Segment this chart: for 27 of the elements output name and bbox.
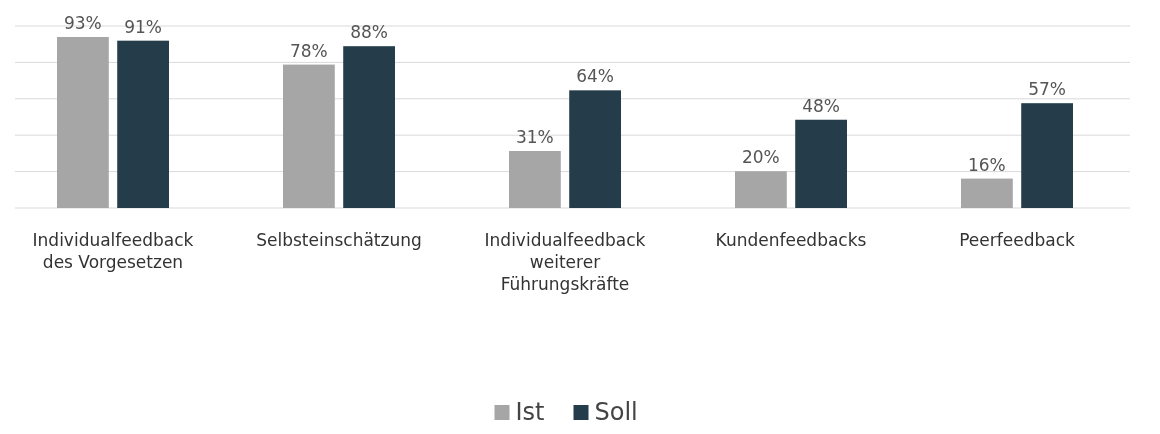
bar — [569, 90, 621, 208]
bar — [735, 171, 787, 208]
x-tick-label: Individualfeedback weiterer Führungskräfte — [484, 230, 646, 294]
data-label: 78% — [289, 40, 328, 61]
bar — [961, 178, 1013, 208]
x-tick-label: Selbsteinschätzung — [256, 230, 422, 250]
x-tick-label: Peerfeedback — [959, 230, 1075, 250]
x-tick-label: Kundenfeedbacks — [715, 230, 867, 250]
data-label: 93% — [63, 13, 102, 33]
bar — [283, 64, 335, 208]
bar — [57, 37, 109, 208]
data-label: 16% — [967, 154, 1006, 175]
bar — [117, 40, 169, 208]
bar — [795, 119, 847, 208]
data-label: 64% — [576, 66, 615, 87]
bar — [1021, 103, 1073, 208]
data-label: 20% — [741, 147, 780, 168]
x-tick-label: Individualfeedback des Vorgesetzen — [32, 230, 194, 272]
data-label: 88% — [350, 22, 389, 43]
legend-label: Soll — [594, 398, 638, 426]
legend-label: Ist — [515, 398, 545, 426]
bar — [509, 151, 561, 208]
data-label: 31% — [515, 127, 554, 147]
bar — [343, 46, 395, 208]
data-label: 91% — [124, 16, 163, 37]
data-label: 57% — [1028, 79, 1067, 100]
data-label: 48% — [802, 95, 841, 116]
